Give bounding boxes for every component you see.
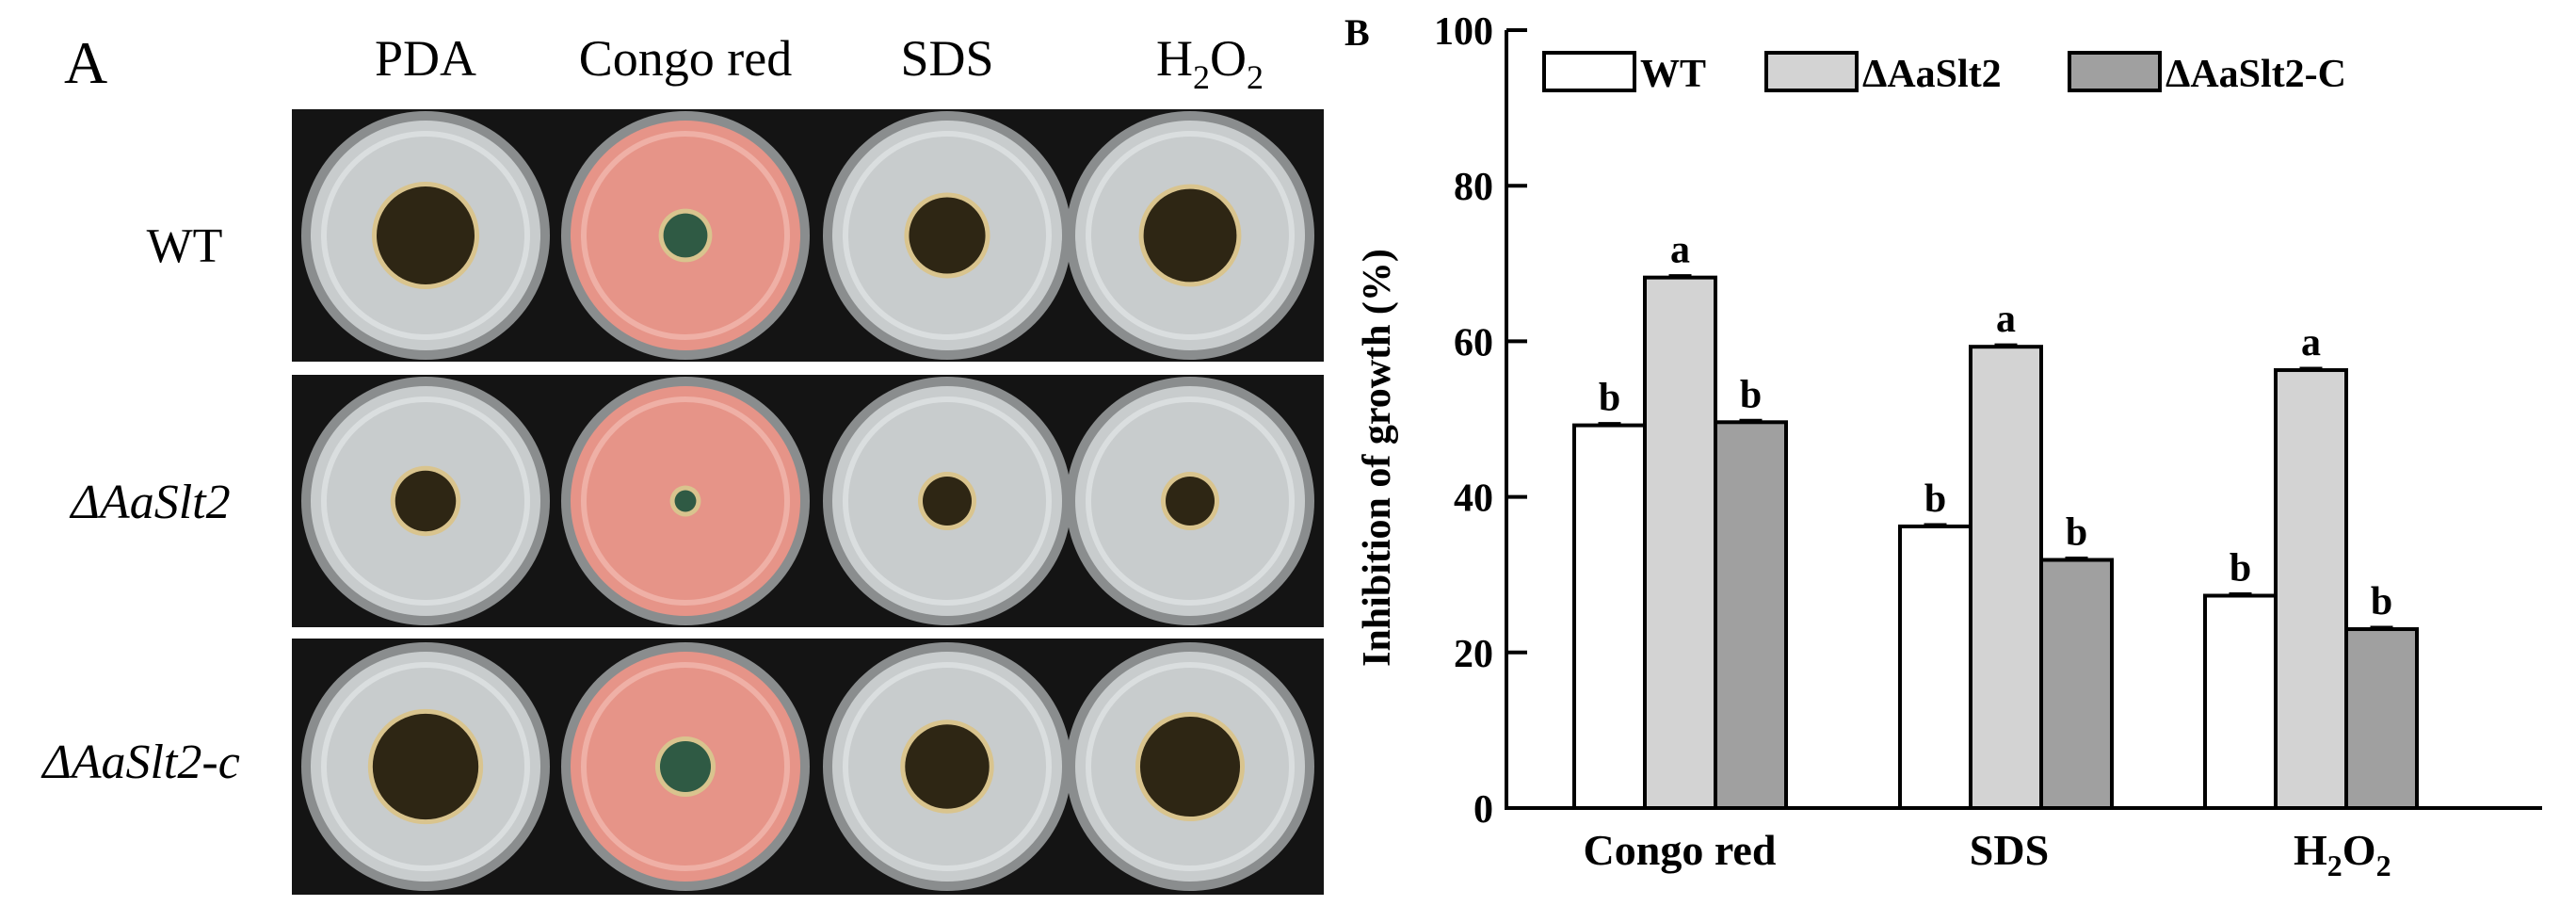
y-tick-label-1: 20: [1454, 633, 1493, 676]
bar-aaslt2-c-sds: [2039, 558, 2114, 810]
row-label-wt: WT: [147, 219, 223, 273]
column-label-h2o2: H2O2: [1156, 30, 1264, 96]
y-tick-label-5: 100: [1434, 10, 1493, 54]
x-tick-label-sds: SDS: [1970, 826, 2049, 874]
plate-inner-ring-wt-h2o2: [1086, 131, 1295, 340]
y-axis-label: Inhibition of growth (%): [1356, 249, 1399, 667]
plate-inner-ring-wt-sds: [843, 131, 1052, 340]
legend-swatch-wt: [1542, 51, 1636, 92]
column-label-congo-red: Congo red: [579, 30, 792, 87]
legend-label-aaslt2-c: ΔAaSlt2-C: [2165, 53, 2346, 96]
panel-b: B WT ΔAaSlt2 ΔAaSlt2-C Inhibition of gro…: [1344, 10, 2542, 882]
significance-letter-aaslt2-c-h2o2: b: [2371, 580, 2392, 623]
plate-inner-ring-aaslt2-c-sds: [843, 662, 1052, 871]
colony-wt-sds: [909, 197, 986, 274]
panel-b-label: B: [1344, 11, 1370, 54]
plate-inner-ring-aaslt2-sds: [843, 396, 1052, 606]
legend-swatch-aaslt2-c: [2068, 51, 2162, 92]
significance-letter-aaslt2-c-sds: b: [2066, 511, 2087, 555]
panel-a: A PDA Congo red SDS H2O2 WT ΔAaSlt2 ΔAaS…: [40, 29, 1324, 895]
column-label-sds: SDS: [900, 30, 993, 87]
colony-aaslt2-c-sds: [905, 724, 990, 809]
y-tick-label-2: 40: [1454, 477, 1493, 521]
plate-photos: [292, 109, 1324, 895]
plate-inner-ring-wt-congo-red: [581, 131, 790, 340]
y-ticks: 0 20 40 60 80 100: [1434, 10, 1527, 832]
legend-label-aaslt2: ΔAaSlt2: [1862, 53, 2002, 96]
bar-aaslt2-sds: [1969, 345, 2043, 810]
row-label-aaslt2-c: ΔAaSlt2-c: [40, 736, 240, 789]
bar-wt-congo-red: [1572, 423, 1647, 810]
bar-aaslt2-c-congo-red: [1714, 420, 1788, 810]
column-label-pda: PDA: [375, 30, 476, 87]
plate-inner-ring-aaslt2-congo-red: [581, 396, 790, 606]
bar-wt-h2o2: [2203, 593, 2278, 811]
x-tick-label-congo-red: Congo red: [1584, 826, 1777, 874]
plate-inner-ring-aaslt2-pda: [321, 396, 530, 606]
significance-letter-aaslt2-c-congo-red: b: [1740, 373, 1762, 416]
y-tick-label-4: 80: [1454, 166, 1493, 209]
significance-letter-wt-congo-red: b: [1599, 377, 1620, 420]
colony-aaslt2-h2o2: [1166, 477, 1215, 526]
colony-wt-pda: [377, 186, 475, 284]
bars: [1572, 274, 2419, 811]
plate-inner-ring-wt-pda: [321, 131, 530, 340]
legend-label-wt: WT: [1640, 53, 1706, 96]
colony-wt-congo-red: [663, 213, 708, 258]
bar-aaslt2-congo-red: [1643, 275, 1717, 810]
legend: WT ΔAaSlt2 ΔAaSlt2-C: [1542, 51, 2346, 96]
y-tick-label-3: 60: [1454, 321, 1493, 364]
plate-inner-ring-aaslt2-h2o2: [1086, 396, 1295, 606]
significance-letter-wt-h2o2: b: [2230, 547, 2251, 590]
plate-inner-ring-aaslt2-c-pda: [321, 662, 530, 871]
panel-a-label: A: [64, 29, 107, 96]
significance-letter-wt-sds: b: [1924, 477, 1946, 521]
colony-aaslt2-pda: [394, 470, 457, 532]
colony-aaslt2-c-congo-red: [659, 740, 712, 793]
plate-inner-ring-aaslt2-c-congo-red: [581, 662, 790, 871]
significance-letter-aaslt2-h2o2: a: [2301, 321, 2321, 364]
colony-aaslt2-congo-red: [674, 490, 697, 512]
bar-aaslt2-c-h2o2: [2344, 627, 2419, 811]
legend-swatch-aaslt2: [1764, 51, 1859, 92]
colony-aaslt2-c-h2o2: [1139, 716, 1241, 817]
significance-letter-aaslt2-sds: a: [1996, 298, 2016, 341]
plate-inner-ring-aaslt2-c-h2o2: [1086, 662, 1295, 871]
colony-aaslt2-c-pda: [372, 713, 479, 820]
colony-aaslt2-sds: [923, 477, 972, 526]
significance-letter-aaslt2-congo-red: a: [1670, 229, 1690, 272]
bar-wt-sds: [1898, 524, 1972, 810]
colony-wt-h2o2: [1143, 188, 1237, 283]
significance-letters: b b b a a a b b b: [1599, 229, 2392, 623]
row-label-aaslt2: ΔAaSlt2: [69, 476, 230, 529]
x-tick-label-h2o2: H2O2: [2294, 826, 2391, 882]
bar-aaslt2-h2o2: [2274, 367, 2348, 810]
y-tick-label-0: 0: [1473, 788, 1493, 832]
